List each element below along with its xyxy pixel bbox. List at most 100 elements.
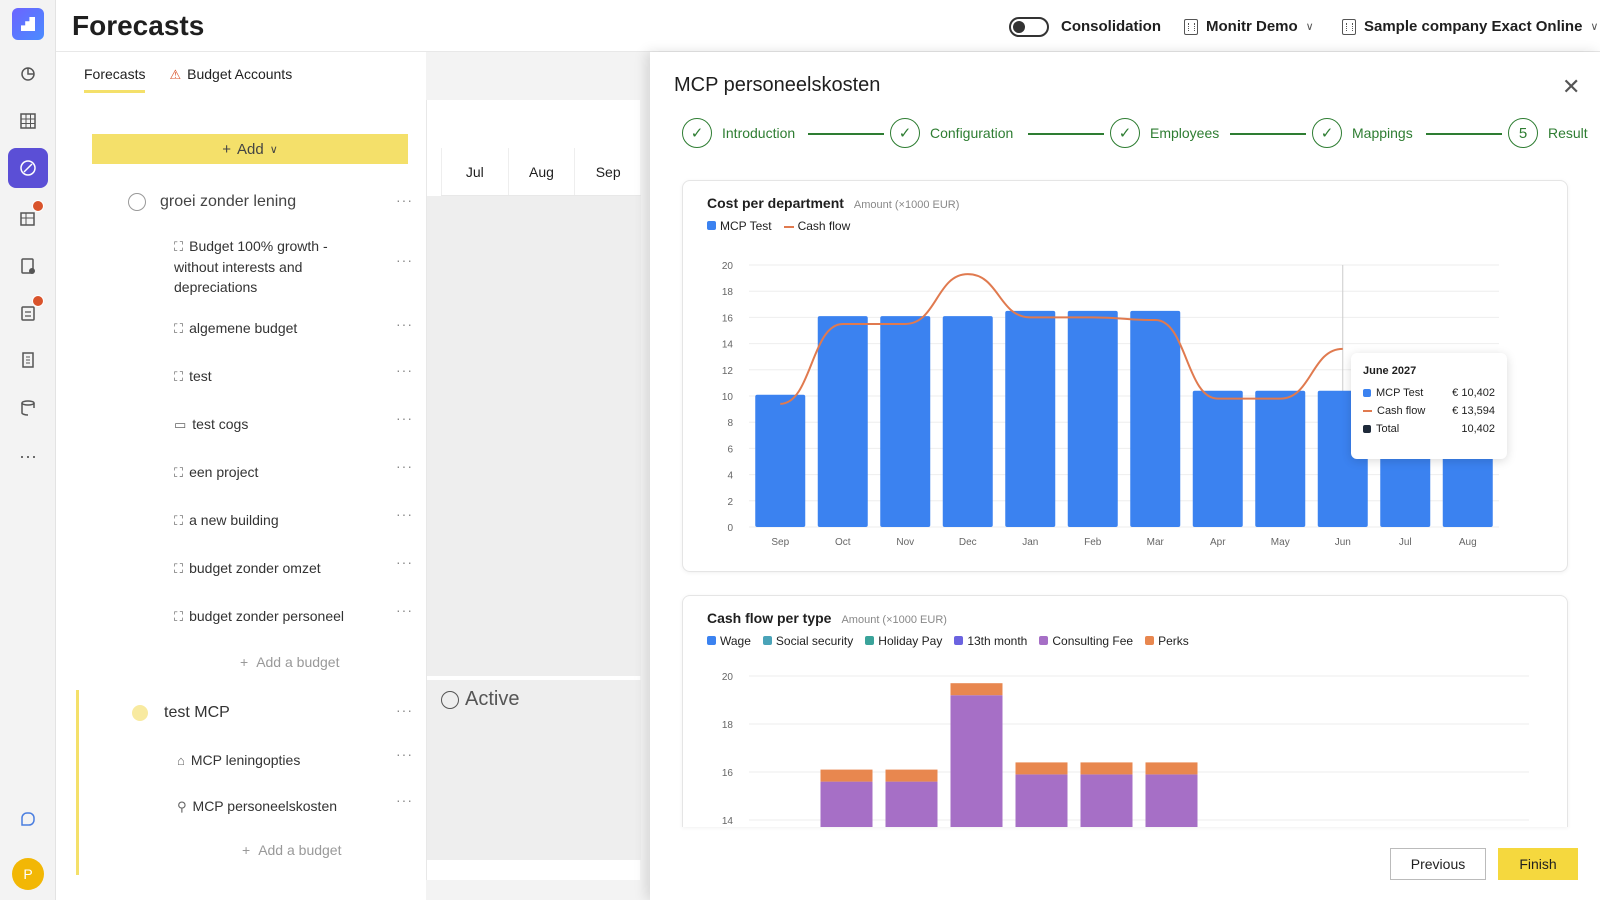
consolidation-toggle[interactable]: [1009, 17, 1049, 37]
stacked-bar-segment[interactable]: [885, 781, 938, 827]
step-configuration[interactable]: ✓ Configuration: [890, 118, 1013, 148]
more-options-icon[interactable]: ···: [396, 410, 413, 426]
list-item[interactable]: ⛶ a new building: [174, 512, 279, 529]
bar[interactable]: [1130, 310, 1181, 527]
sheet-icon[interactable]: [8, 198, 48, 238]
step-label: Employees: [1150, 125, 1220, 141]
legend-item[interactable]: Consulting Fee: [1039, 634, 1133, 648]
list-item[interactable]: ⛶ Budget 100% growth - without interests …: [174, 236, 374, 297]
list-item[interactable]: ⛶ budget zonder personeel: [174, 608, 344, 625]
budget-icon: ⛶: [174, 609, 184, 624]
radio-icon: [128, 193, 146, 211]
bar[interactable]: [1192, 390, 1243, 527]
checklist-icon[interactable]: [8, 293, 48, 333]
stacked-bar-segment[interactable]: [1015, 762, 1068, 775]
more-options-icon[interactable]: ···: [396, 554, 413, 570]
list-item[interactable]: ▭ test cogs: [174, 416, 248, 433]
timeline-area: [427, 680, 641, 860]
chart-title: Cost per department Amount (×1000 EUR): [707, 195, 959, 211]
copilot-icon[interactable]: [8, 800, 48, 840]
list-item[interactable]: ⌂ MCP leningopties: [177, 752, 300, 768]
forecast-group-active[interactable]: test MCP: [132, 704, 230, 722]
legend-item[interactable]: Wage: [707, 634, 751, 648]
tab-budget-accounts[interactable]: ⚠ Budget Accounts: [169, 66, 292, 93]
legend-item[interactable]: Perks: [1145, 634, 1189, 648]
more-icon[interactable]: ···: [19, 445, 37, 466]
stacked-bar-segment[interactable]: [885, 769, 938, 782]
add-budget-link[interactable]: + Add a budget: [242, 842, 341, 858]
bar[interactable]: [1005, 310, 1056, 527]
bar[interactable]: [817, 316, 868, 527]
list-item[interactable]: ⛶ budget zonder omzet: [174, 560, 321, 577]
y-tick-label: 18: [722, 720, 734, 731]
more-options-icon[interactable]: ···: [396, 506, 413, 522]
tooltip-row: MCP Test € 10,402: [1363, 387, 1495, 399]
stacked-bar-segment[interactable]: [950, 683, 1003, 696]
database-icon[interactable]: [8, 388, 48, 428]
status-badge: Active: [441, 688, 519, 711]
list-item[interactable]: ⛶ test: [174, 368, 212, 385]
previous-button[interactable]: Previous: [1390, 848, 1486, 880]
dashboard-icon[interactable]: [8, 54, 48, 94]
list-item[interactable]: ⚲ MCP personeelskosten: [177, 798, 337, 815]
month-header: Jul Aug Sep: [441, 148, 641, 196]
more-options-icon[interactable]: ···: [396, 362, 413, 378]
item-label: budget zonder personeel: [189, 608, 345, 624]
add-budget-link[interactable]: + Add a budget: [240, 654, 339, 670]
step-connector: [1230, 133, 1306, 135]
more-options-icon[interactable]: ···: [396, 192, 413, 208]
tab-forecasts[interactable]: Forecasts: [84, 66, 146, 93]
bar[interactable]: [755, 394, 806, 527]
list-item[interactable]: ⛶ een project: [174, 464, 258, 481]
more-options-icon[interactable]: ···: [396, 702, 413, 718]
more-options-icon[interactable]: ···: [396, 458, 413, 474]
finish-button[interactable]: Finish: [1498, 848, 1578, 880]
legend-item[interactable]: Holiday Pay: [865, 634, 942, 648]
building-report-icon[interactable]: [8, 340, 48, 380]
bar[interactable]: [942, 316, 993, 527]
stacked-bar-segment[interactable]: [1145, 762, 1198, 775]
legend-item[interactable]: Social security: [762, 634, 853, 648]
more-options-icon[interactable]: ···: [396, 252, 413, 268]
step-mappings[interactable]: ✓ Mappings: [1312, 118, 1413, 148]
org-selector[interactable]: Monitr Demo ∨: [1184, 18, 1314, 35]
forecast-group[interactable]: groei zonder lening: [128, 193, 296, 211]
legend-item[interactable]: Cash flow: [783, 219, 850, 233]
avatar[interactable]: P: [12, 858, 44, 890]
stacked-bar-segment[interactable]: [820, 769, 873, 782]
group-label: groei zonder lening: [160, 193, 297, 211]
stacked-bar-segment[interactable]: [950, 695, 1003, 827]
chart-legend: Wage Social security Holiday Pay 13th month…: [707, 634, 1189, 648]
document-add-icon[interactable]: [8, 246, 48, 286]
step-introduction[interactable]: ✓ Introduction: [682, 118, 795, 148]
add-button[interactable]: + Add ∨: [92, 134, 408, 164]
wizard-steps: ✓ Introduction ✓ Configuration ✓ Employees …: [682, 118, 1588, 150]
status-dot-icon: [132, 704, 148, 721]
step-number: 5: [1508, 118, 1538, 148]
tab-bar: Forecasts ⚠ Budget Accounts: [84, 66, 292, 93]
y-tick-label: 6: [727, 444, 733, 455]
step-result[interactable]: 5 Result: [1508, 118, 1588, 148]
stacked-bar-segment[interactable]: [1015, 774, 1068, 827]
grid-icon[interactable]: [8, 101, 48, 141]
app-logo-icon[interactable]: [12, 8, 44, 40]
more-options-icon[interactable]: ···: [396, 792, 413, 808]
company-selector[interactable]: Sample company Exact Online ∨: [1342, 18, 1598, 35]
stacked-bar-segment[interactable]: [1145, 774, 1198, 827]
stacked-bar-segment[interactable]: [820, 781, 873, 827]
stacked-bar-segment[interactable]: [1080, 762, 1133, 775]
legend-item[interactable]: 13th month: [954, 634, 1027, 648]
bar[interactable]: [1067, 310, 1118, 527]
bar[interactable]: [1255, 390, 1306, 527]
forecast-icon[interactable]: [8, 148, 48, 188]
legend-item[interactable]: MCP Test: [707, 219, 772, 233]
list-item[interactable]: ⛶ algemene budget: [174, 320, 297, 337]
close-icon[interactable]: ✕: [1562, 74, 1581, 99]
bar[interactable]: [880, 316, 931, 527]
more-options-icon[interactable]: ···: [396, 316, 413, 332]
step-employees[interactable]: ✓ Employees: [1110, 118, 1219, 148]
stacked-bar-segment[interactable]: [1080, 774, 1133, 827]
budget-icon: ⛶: [174, 465, 184, 480]
more-options-icon[interactable]: ···: [396, 602, 413, 618]
more-options-icon[interactable]: ···: [396, 746, 413, 762]
